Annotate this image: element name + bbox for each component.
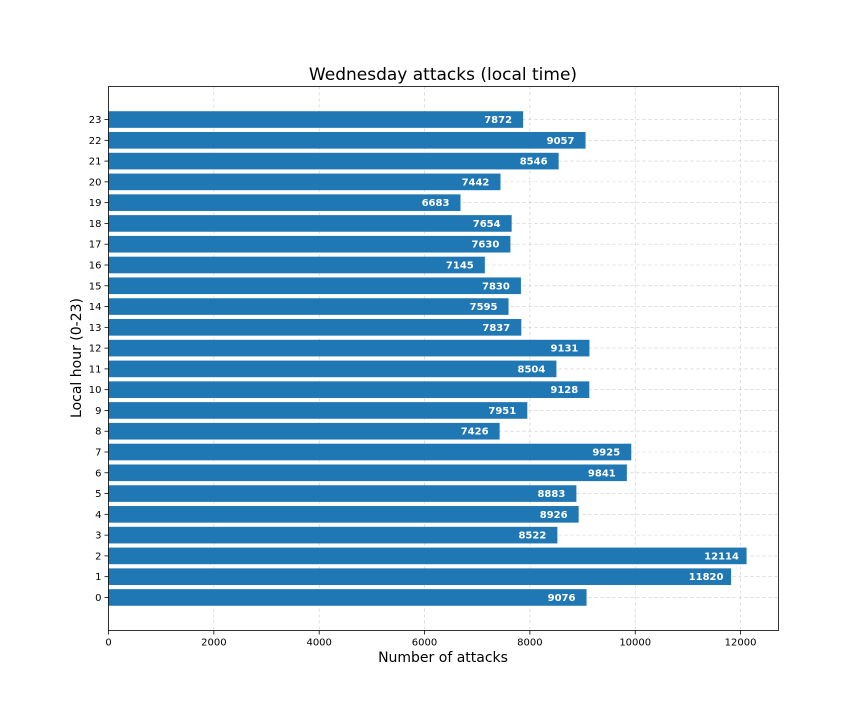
bar-hour-6 — [108, 464, 627, 482]
bar-hour-18 — [108, 215, 512, 232]
bar-hour-23 — [108, 111, 524, 128]
y-axis-label: Local hour (0-23) — [69, 298, 85, 418]
bar-hour-4 — [108, 506, 579, 523]
bar-value-label: 8504 — [518, 364, 546, 375]
bar-value-label: 7145 — [446, 260, 474, 271]
y-tick-label: 0 — [95, 593, 101, 604]
bar-hour-0 — [108, 589, 587, 606]
bar-value-label: 8546 — [520, 157, 548, 168]
bar-hour-8 — [108, 422, 500, 440]
y-tick-label: 19 — [89, 198, 102, 209]
y-tick-label: 21 — [89, 157, 102, 168]
bar-value-label: 9128 — [550, 385, 578, 396]
y-tick-label: 10 — [89, 385, 102, 396]
bar-value-label: 8926 — [540, 510, 568, 521]
bar-value-label: 6683 — [422, 198, 450, 209]
bar-value-label: 9925 — [592, 448, 620, 459]
bar-value-label: 7654 — [473, 219, 501, 230]
y-tick-label: 22 — [89, 136, 102, 147]
bar-hour-20 — [108, 173, 501, 191]
y-tick-label: 4 — [95, 510, 101, 521]
y-tick-label: 15 — [89, 281, 102, 292]
bar-value-label: 7630 — [471, 240, 499, 251]
y-tick-label: 17 — [89, 240, 102, 251]
bar-hour-5 — [108, 485, 577, 502]
x-axis: 0 2000 4000 6000 8000 10000 12000 — [105, 630, 757, 649]
y-tick-label: 8 — [95, 427, 101, 438]
x-tick-label: 10000 — [619, 638, 651, 649]
x-tick-label: 2000 — [201, 638, 226, 649]
bar-hour-21 — [108, 152, 559, 170]
bar-hour-17 — [108, 235, 511, 253]
bar-value-label: 7830 — [482, 281, 510, 292]
bar-value-label: 11820 — [689, 572, 724, 583]
bar-value-label: 7426 — [461, 427, 489, 438]
y-tick-label: 11 — [89, 364, 102, 375]
chart-title: Wednesday attacks (local time) — [309, 65, 577, 85]
bar-hour-2 — [108, 547, 747, 565]
bar-value-label: 9841 — [588, 468, 616, 479]
bar-hour-7 — [108, 443, 632, 461]
y-tick-label: 5 — [95, 489, 101, 500]
bar-hour-10 — [108, 381, 590, 398]
y-tick-label: 9 — [95, 406, 101, 417]
bar-hour-11 — [108, 360, 557, 378]
bar-value-label: 8883 — [537, 489, 565, 500]
bar-hour-14 — [108, 298, 509, 315]
y-tick-label: 18 — [89, 219, 102, 230]
bar-hour-15 — [108, 277, 521, 295]
x-tick-label: 4000 — [306, 638, 331, 649]
bar-hour-13 — [108, 319, 522, 336]
bar-hour-22 — [108, 132, 586, 149]
bar-value-label: 12114 — [704, 551, 739, 562]
bar-value-label: 7442 — [462, 177, 490, 188]
y-tick-label: 16 — [89, 260, 102, 271]
bar-value-label: 9076 — [548, 593, 576, 604]
bar-value-label: 7837 — [482, 323, 510, 334]
bar-value-label: 8522 — [518, 531, 546, 542]
y-tick-label: 3 — [95, 531, 101, 542]
bar-hour-16 — [108, 256, 485, 274]
bar-hour-9 — [108, 402, 528, 419]
bar-value-label: 7595 — [470, 302, 498, 313]
y-tick-label: 2 — [95, 551, 101, 562]
y-tick-label: 23 — [89, 115, 102, 126]
bar-value-label: 9057 — [547, 136, 575, 147]
y-tick-label: 6 — [95, 468, 101, 479]
y-tick-label: 14 — [89, 302, 102, 313]
y-tick-label: 12 — [89, 344, 102, 355]
bar-value-label: 7951 — [488, 406, 516, 417]
bars-layer: 9076 11820 12114 8522 8926 8883 9841 9925 7426 79… — [108, 111, 747, 606]
x-tick-label: 12000 — [725, 638, 757, 649]
bar-hour-3 — [108, 526, 558, 544]
x-tick-label: 0 — [105, 638, 111, 649]
y-tick-label: 1 — [95, 572, 101, 583]
y-tick-label: 20 — [89, 177, 102, 188]
y-tick-label: 7 — [95, 448, 101, 459]
bar-hour-1 — [108, 568, 732, 585]
plot-frame — [108, 86, 779, 631]
bar-value-label: 9131 — [551, 344, 579, 355]
x-axis-label: Number of attacks — [378, 650, 508, 666]
y-tick-label: 13 — [89, 323, 102, 334]
x-tick-label: 8000 — [517, 638, 542, 649]
bar-value-label: 7872 — [484, 115, 512, 126]
bar-hour-19 — [108, 194, 461, 211]
bar-hour-12 — [108, 339, 590, 357]
x-tick-label: 6000 — [412, 638, 437, 649]
